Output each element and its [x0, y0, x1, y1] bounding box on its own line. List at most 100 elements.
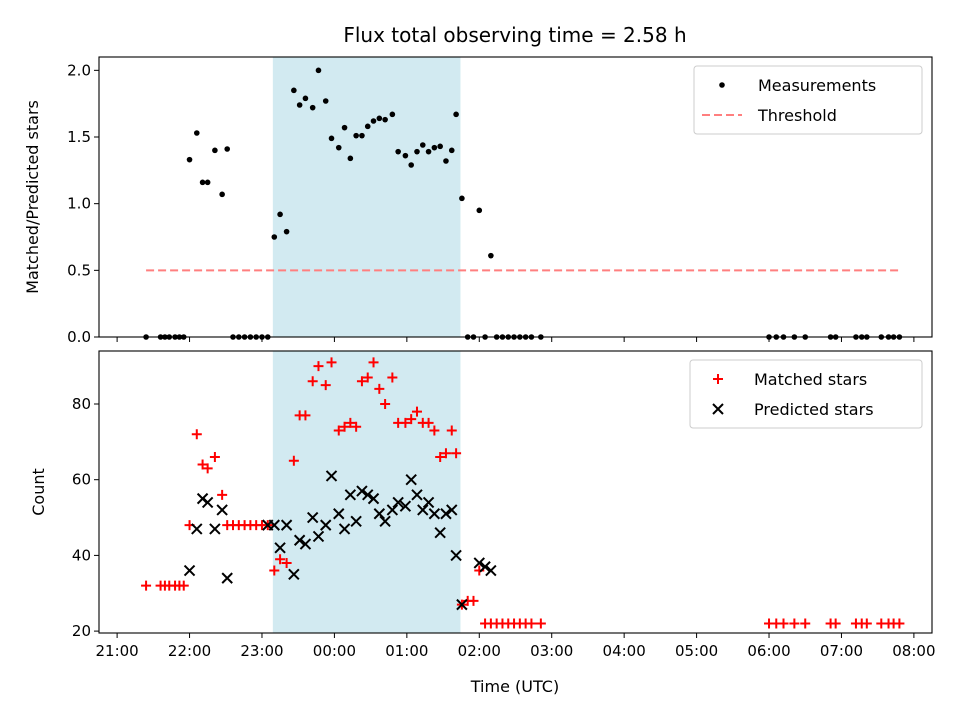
measurement-point [476, 207, 483, 214]
measurement-point [277, 211, 283, 218]
series-ratio-0 [143, 67, 903, 340]
measurement-point [353, 132, 359, 139]
x-tick-label: 22:00 [168, 642, 211, 660]
legend-label: Threshold [757, 106, 837, 125]
x-tick-label: 21:00 [95, 642, 138, 660]
x-tick-label: 01:00 [385, 642, 428, 660]
predicted-star-point [221, 572, 233, 584]
y-tick-label: 2.0 [67, 61, 91, 79]
predicted-star-point [422, 496, 435, 509]
axes-frame [98, 56, 933, 338]
matched-star-point [789, 618, 800, 629]
measurement-point [341, 124, 348, 131]
chart-title: Flux total observing time = 2.58 h [343, 23, 686, 47]
predicted-star-point [350, 515, 362, 528]
matched-star-point [217, 489, 228, 500]
measurement-point [315, 67, 322, 74]
matched-star-point [429, 425, 440, 436]
measurement-point [425, 148, 432, 155]
predicted-star-point [399, 500, 412, 512]
x-tick-label: 23:00 [240, 642, 283, 660]
predicted-star-point [386, 504, 399, 516]
legend: Measurements Threshold [693, 65, 923, 135]
predicted-star-point [344, 489, 357, 501]
predicted-star-point [338, 523, 351, 535]
matched-star-point [320, 380, 331, 391]
observing-window-band [272, 351, 461, 633]
measurement-point [347, 155, 354, 162]
x-tick-label: 02:00 [458, 642, 501, 660]
matched-star-point [209, 451, 220, 462]
x-tick-label: 03:00 [530, 642, 573, 660]
predicted-star-point [333, 508, 345, 520]
measurement-point [414, 148, 420, 155]
y-axis-label: Count [29, 468, 48, 516]
predicted-star-point [288, 568, 300, 581]
measurement-point [408, 162, 414, 168]
measurement-point [322, 98, 329, 104]
predicted-star-point [216, 504, 228, 516]
matched-star-point [202, 463, 213, 474]
predicted-star-point [379, 515, 391, 528]
measurement-point [431, 144, 438, 151]
matched-star-point [423, 417, 434, 428]
measurement-point [199, 179, 206, 186]
predicted-star-point [473, 557, 485, 569]
predicted-star-point [485, 564, 497, 577]
measurement-point [359, 132, 365, 139]
y-tick-label: 60 [72, 471, 91, 489]
measurement-point [283, 228, 290, 235]
measurement-point [402, 152, 409, 159]
measurement-point [395, 148, 401, 155]
measurement-point [488, 252, 494, 259]
legend-dot-marker [719, 82, 725, 88]
matched-star-point [387, 372, 398, 383]
predicted-star-point [417, 504, 429, 516]
predicted-star-point [392, 496, 404, 509]
matched-star-point [468, 595, 479, 606]
matched-star-point [345, 417, 356, 428]
predicted-star-point [356, 485, 368, 497]
predicted-star-point [320, 519, 332, 531]
predicted-star-point [428, 508, 441, 520]
measurement-point [271, 234, 278, 240]
count-panel: 21:00 22:00 23:00 00:00 01:00 02:00 03:00 04:00… [29, 350, 936, 660]
measurement-point [328, 135, 335, 142]
x-tick-label: 05:00 [675, 642, 718, 660]
legend-x-marker [712, 403, 724, 415]
matched-star-point [362, 372, 373, 383]
y-axis-label: Matched/Predicted stars [23, 100, 42, 294]
x-tick-label: 07:00 [820, 642, 863, 660]
matched-star-point [307, 376, 318, 387]
measurement-point [389, 111, 396, 118]
matched-star-point [411, 406, 422, 417]
matched-star-point [374, 383, 385, 394]
legend-label: Matched stars [754, 370, 867, 389]
matched-star-point [535, 618, 546, 629]
legend-plus-marker [713, 374, 723, 384]
matched-star-point [141, 580, 152, 591]
x-tick-label: 04:00 [603, 642, 646, 660]
matched-star-point [894, 618, 905, 629]
measurement-point [459, 195, 465, 202]
observing-window-band [272, 57, 461, 337]
x-axis-label: Time (UTC) [470, 677, 559, 696]
matched-star-point [830, 618, 841, 629]
matched-star-point [191, 429, 202, 440]
y-tick-label: 0.5 [67, 261, 91, 279]
predicted-star-point [456, 598, 468, 611]
predicted-star-point [293, 534, 306, 546]
matched-star-point [368, 357, 379, 368]
matched-star-point [275, 554, 286, 565]
y-tick-label: 80 [72, 395, 91, 413]
predicted-star-point [191, 523, 203, 535]
predicted-star-point [373, 508, 386, 520]
matched-star-point [800, 618, 811, 629]
predicted-star-point [306, 511, 319, 524]
matched-star-point [351, 421, 362, 432]
legend-box [693, 65, 923, 135]
ratio-panel: 0.0 0.5 1.0 1.5 2.0 Matched/Predicted stars Me… [23, 56, 933, 346]
measurement-point [448, 147, 455, 154]
predicted-star-point [299, 538, 312, 550]
predicted-star-point [440, 508, 452, 520]
